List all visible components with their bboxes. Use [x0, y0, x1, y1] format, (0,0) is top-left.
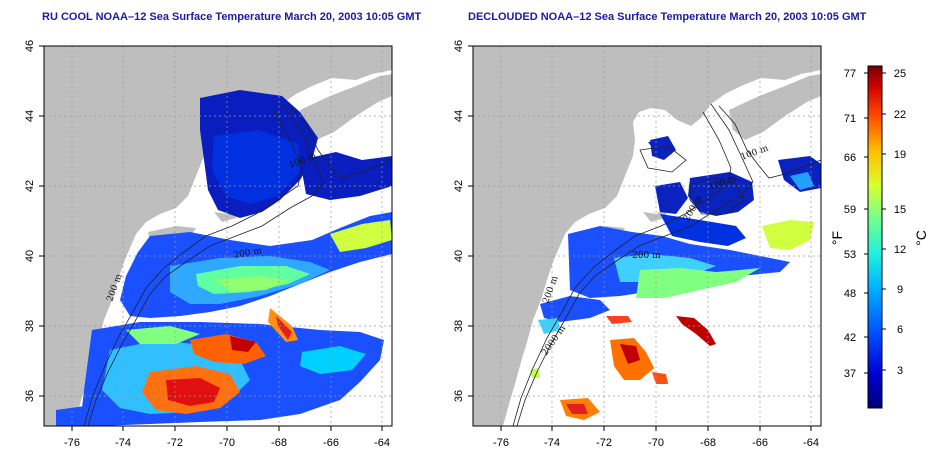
right-x-tick-labels: -76 -74 -72 -70 -68 -66 -64: [493, 437, 819, 449]
left-gridlines: [44, 46, 392, 426]
celsius-tick-label: 6: [897, 324, 903, 336]
temperature-colorbar: 77 71 66 59 53 48 42 37 25 22 19 15 12 9…: [829, 65, 929, 409]
left-x-tick-labels: -76 -74 -72 -70 -68 -66 -64: [64, 437, 390, 449]
right-depth-contours: [512, 103, 821, 426]
left-x-tick-label: -64: [374, 437, 390, 449]
right-x-tick-label: -70: [648, 437, 664, 449]
left-y-tick-label: 42: [24, 180, 36, 192]
right-y-tick-label: 44: [453, 110, 465, 122]
left-panel-title: RU COOL NOAA–12 Sea Surface Temperature …: [42, 11, 422, 23]
fahrenheit-tick-label: 77: [844, 68, 856, 80]
left-x-tick-label: -70: [219, 437, 235, 449]
left-plot-frame: [43, 45, 393, 427]
left-contour-label-2: 200 m: [233, 246, 263, 261]
right-map-panel: 100 m 100 m 200 m 200 m 200 m 2000 m -76…: [453, 40, 822, 449]
left-x-tick-label: -76: [64, 437, 80, 449]
right-y-tick-labels: 46 44 42 40 38 36: [453, 40, 465, 402]
left-y-tick-label: 38: [24, 320, 36, 332]
fahrenheit-tick-label: 48: [844, 288, 856, 300]
left-x-tick-label: -74: [115, 437, 131, 449]
celsius-tick-label: 15: [894, 204, 906, 216]
celsius-tick-label: 9: [897, 284, 903, 296]
left-nova-scotia: [300, 74, 392, 140]
left-y-tick-label: 44: [24, 110, 36, 122]
right-plot-frame: [472, 45, 822, 427]
celsius-tick-label: 3: [897, 365, 903, 377]
right-x-tick-label: -66: [752, 437, 768, 449]
right-panel-title: DECLOUDED NOAA–12 Sea Surface Temperatur…: [468, 11, 867, 23]
right-map-content: 100 m 100 m 200 m 200 m 200 m 2000 m: [473, 46, 821, 426]
left-cape-cod: [214, 198, 240, 222]
celsius-tick-label: 25: [894, 68, 906, 80]
right-x-tick-label: -64: [803, 437, 819, 449]
fahrenheit-tick-label: 71: [844, 113, 856, 125]
fahrenheit-tick-label: 42: [844, 332, 856, 344]
right-x-tick-label: -76: [493, 437, 509, 449]
right-x-tick-label: -72: [596, 437, 612, 449]
left-y-tick-label: 46: [24, 40, 36, 52]
celsius-tick-labels: 25 22 19 15 12 9 6 3: [894, 68, 906, 377]
right-y-tick-label: 36: [453, 390, 465, 402]
celsius-tick-label: 12: [894, 244, 906, 256]
fahrenheit-tick-label: 59: [844, 204, 856, 216]
left-land-mass: [44, 46, 392, 426]
celsius-unit-label: °C: [913, 230, 929, 246]
left-axis-ticks: [39, 45, 383, 431]
left-y-tick-label: 36: [24, 390, 36, 402]
fahrenheit-tick-label: 53: [844, 249, 856, 261]
left-x-tick-label: -66: [323, 437, 339, 449]
left-map-content: 100 m 200 m 200 m: [44, 46, 392, 426]
right-y-tick-label: 38: [453, 320, 465, 332]
right-y-tick-label: 40: [453, 250, 465, 262]
right-x-tick-label: -74: [544, 437, 560, 449]
right-contour-label-4: 200 m: [632, 251, 661, 261]
celsius-tick-label: 19: [894, 149, 906, 161]
right-y-tick-label: 46: [453, 40, 465, 52]
celsius-tick-label: 22: [894, 109, 906, 121]
left-map-panel: 100 m 200 m 200 m -76 -74 -72 -70 -68 -6…: [24, 40, 393, 449]
right-land-mass: [473, 46, 821, 426]
right-y-tick-label: 42: [453, 180, 465, 192]
fahrenheit-tick-label: 66: [844, 152, 856, 164]
left-x-tick-label: -72: [167, 437, 183, 449]
right-x-tick-label: -68: [700, 437, 716, 449]
right-gridlines: [473, 46, 821, 426]
fahrenheit-tick-label: 37: [844, 368, 856, 380]
fahrenheit-unit-label: °F: [829, 231, 845, 245]
colorbar-gradient: [867, 65, 883, 409]
left-depth-contours: [83, 103, 392, 426]
right-nova-scotia: [729, 74, 821, 140]
left-y-tick-labels: 46 44 42 40 38 36: [24, 40, 36, 402]
colorbar-ticks: [864, 72, 886, 374]
left-y-tick-label: 40: [24, 250, 36, 262]
right-axis-ticks: [468, 45, 812, 431]
left-x-tick-label: -68: [271, 437, 287, 449]
left-sst-field: [56, 90, 392, 426]
fahrenheit-tick-labels: 77 71 66 59 53 48 42 37: [844, 68, 856, 380]
